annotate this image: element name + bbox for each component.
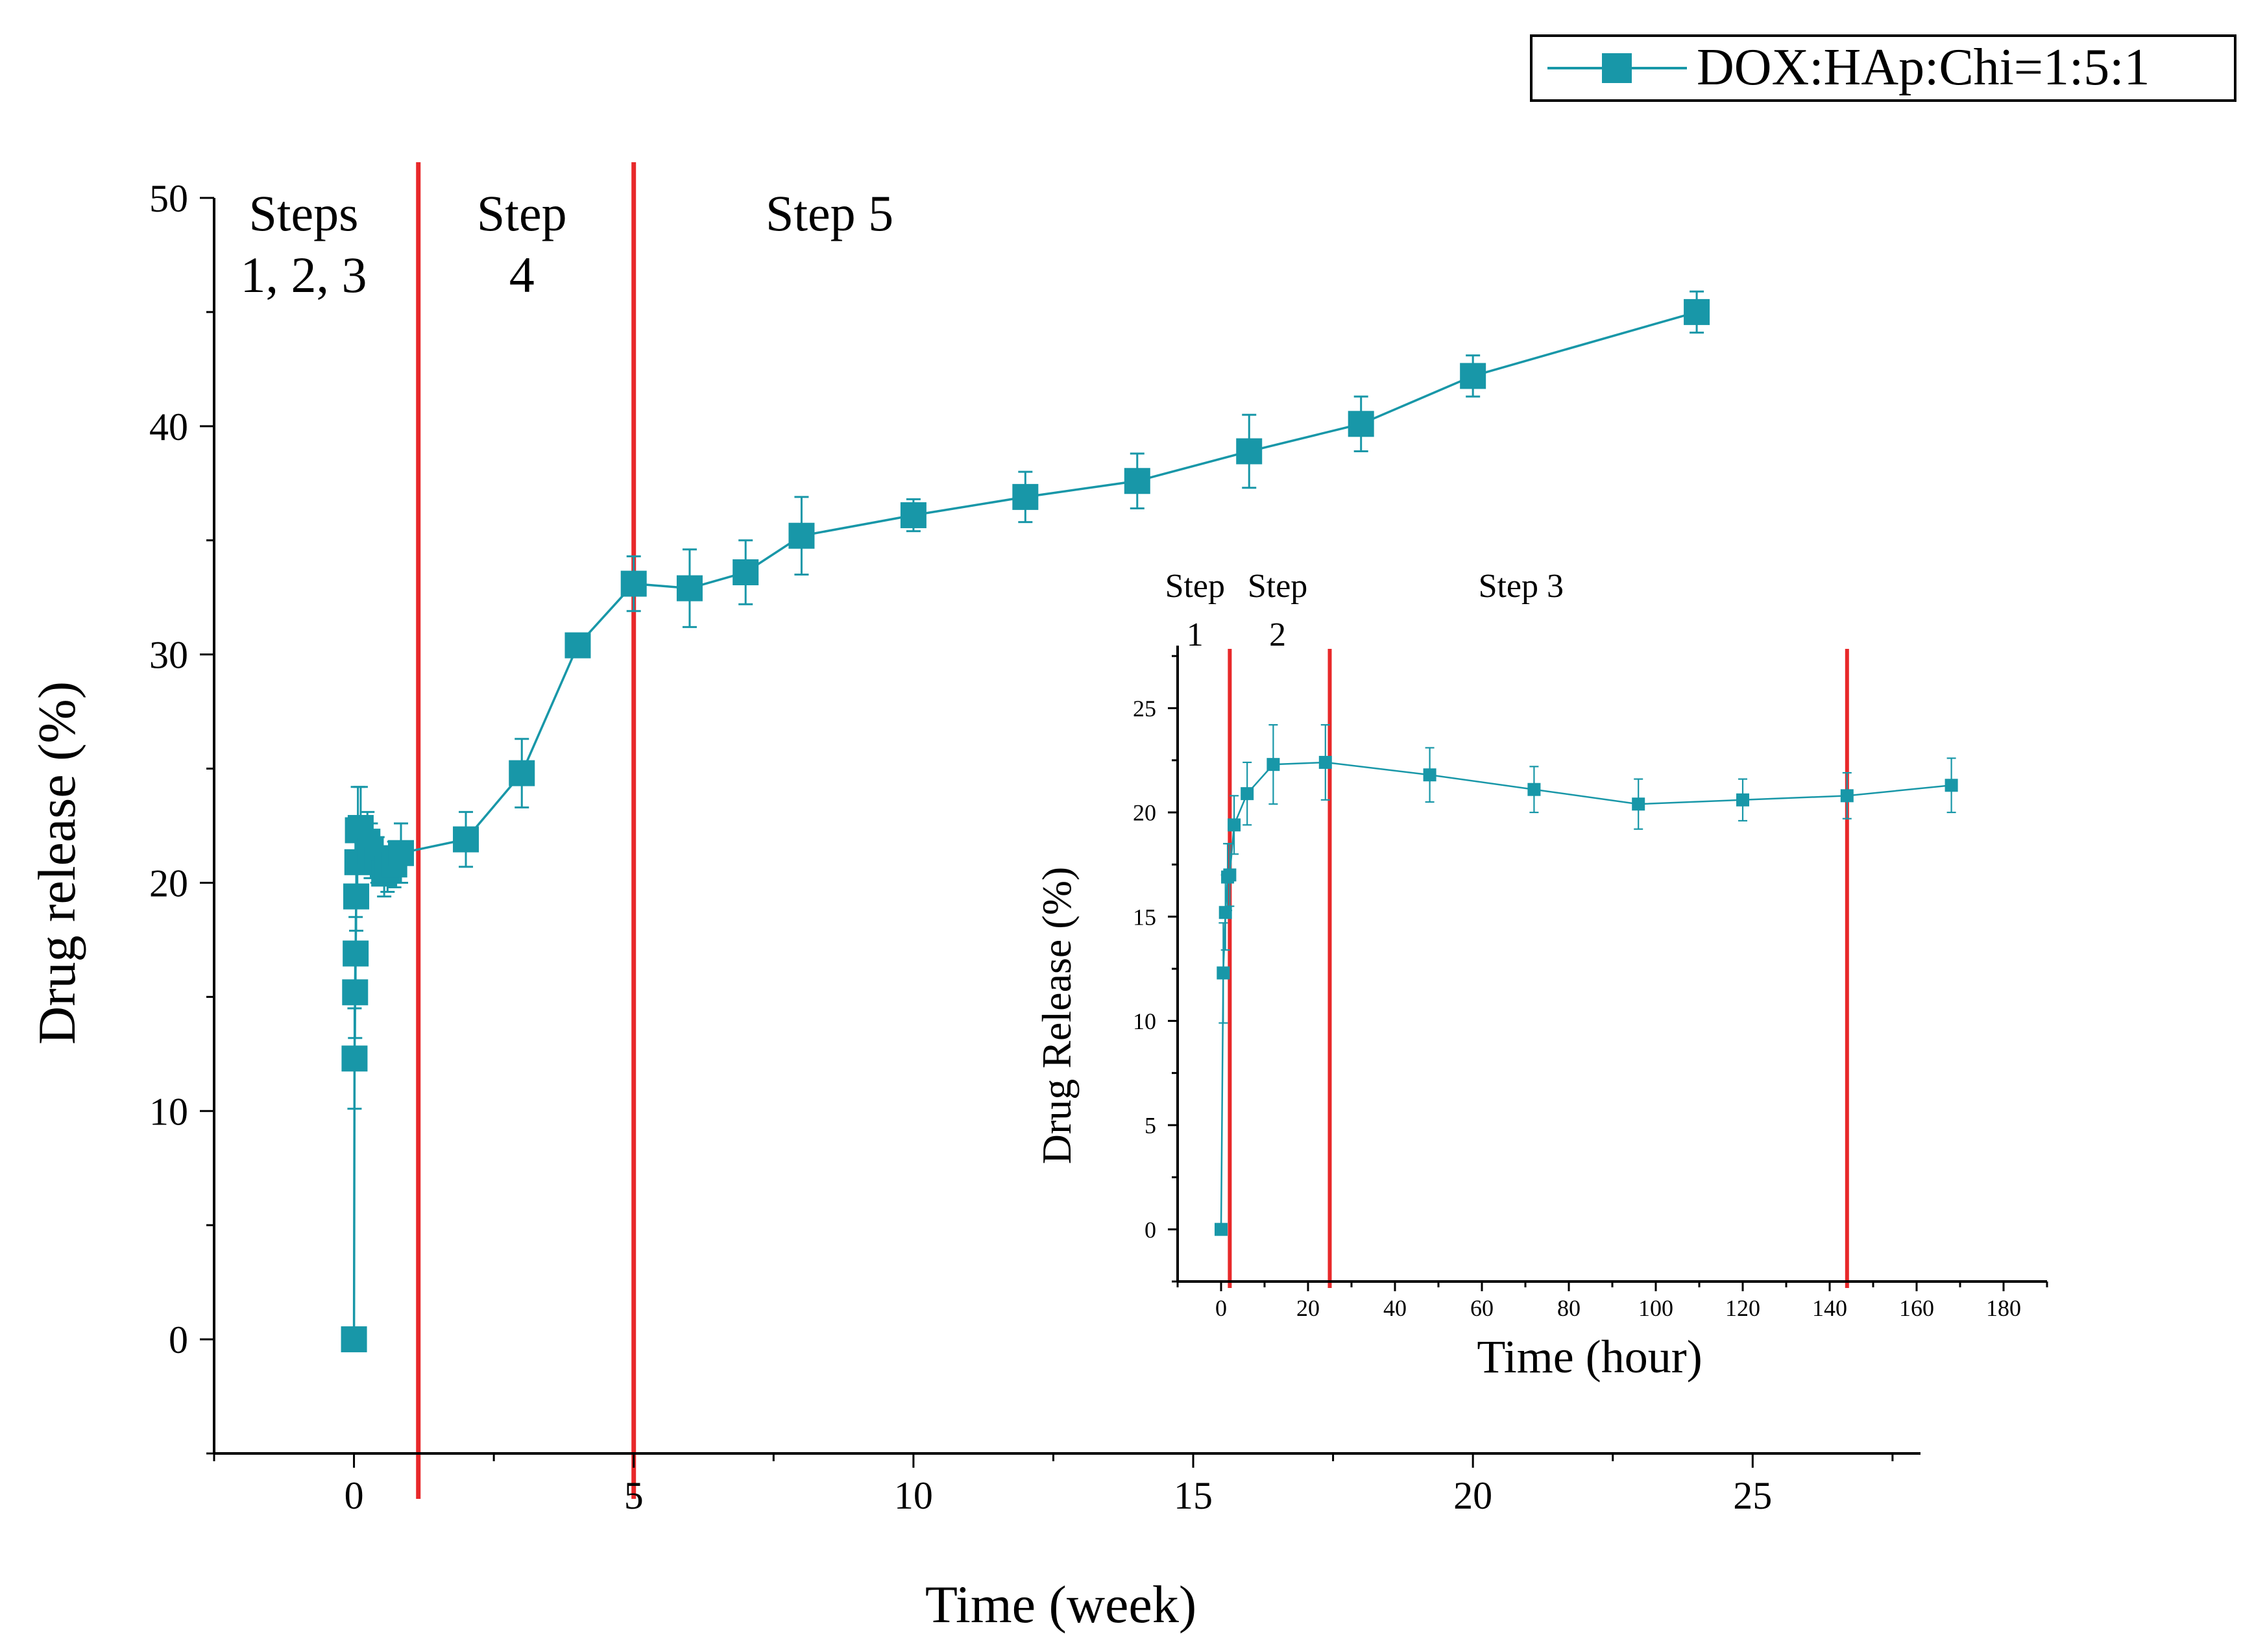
y-tick-label: 20 — [149, 862, 188, 905]
step-label: Step 3 — [1479, 568, 1564, 605]
data-point — [1840, 789, 1854, 803]
step-label: Steps — [248, 185, 358, 241]
step-label: Step 5 — [766, 185, 893, 241]
data-point — [453, 826, 479, 853]
main-series — [341, 290, 1710, 1353]
x-tick-label: 60 — [1470, 1295, 1494, 1321]
data-point — [1423, 768, 1436, 782]
legend: DOX:HAp:Chi=1:5:1 — [1530, 34, 2236, 102]
step-label: Step — [1165, 568, 1225, 605]
step-label: Step — [477, 185, 567, 241]
data-point — [1215, 1222, 1228, 1236]
inset-step-labels: Step 1 Step 2 Step 3 — [1165, 568, 1564, 653]
x-tick-label: 40 — [1383, 1295, 1407, 1321]
data-point — [1460, 363, 1486, 389]
main-x-axis-label: Time (week) — [925, 1575, 1196, 1634]
data-point — [509, 760, 535, 786]
step-label: 1 — [1187, 616, 1204, 653]
x-tick-label: 20 — [1296, 1295, 1320, 1321]
main-y-axis-label: Drug release (%) — [27, 681, 86, 1045]
y-tick-label: 20 — [1133, 800, 1156, 826]
legend-marker-icon — [1602, 53, 1632, 83]
data-point — [341, 1326, 367, 1353]
data-point — [1527, 783, 1541, 796]
x-tick-label: 5 — [624, 1474, 644, 1517]
x-tick-label: 10 — [894, 1474, 933, 1517]
main-step-dividers — [416, 162, 636, 1499]
data-point — [676, 575, 703, 601]
data-point — [1945, 779, 1958, 792]
data-point — [1218, 906, 1232, 919]
data-point — [1348, 411, 1374, 437]
data-point — [788, 522, 815, 549]
inset-y-axis-label: Drug Release (%) — [1034, 867, 1080, 1164]
y-tick-label: 30 — [149, 634, 188, 677]
x-tick-label: 20 — [1453, 1474, 1492, 1517]
data-point — [1266, 758, 1280, 771]
step-label: 1, 2, 3 — [240, 247, 367, 303]
inset-axes: 0 20 40 60 80 100 120 140 160 180 0 5 10 15 20 25 — [1133, 646, 2048, 1321]
data-point — [1217, 966, 1230, 980]
data-point — [1228, 818, 1241, 832]
y-tick-label: 5 — [1145, 1113, 1156, 1139]
data-point — [1236, 438, 1263, 465]
data-point — [1736, 793, 1749, 807]
data-point — [900, 502, 927, 529]
inset-plot: 0 20 40 60 80 100 120 140 160 180 0 5 10 15 20 25 Step 1… — [1034, 568, 2048, 1383]
data-point — [1318, 755, 1332, 769]
y-tick-label: 40 — [149, 406, 188, 448]
x-tick-label: 100 — [1638, 1295, 1673, 1321]
data-point — [1223, 868, 1237, 882]
legend-label: DOX:HAp:Chi=1:5:1 — [1697, 39, 2150, 96]
step-label: Step — [1248, 568, 1307, 605]
inset-x-axis-label: Time (hour) — [1477, 1331, 1702, 1383]
x-tick-label: 80 — [1557, 1295, 1581, 1321]
y-tick-label: 0 — [1145, 1217, 1156, 1243]
y-tick-label: 25 — [1133, 696, 1156, 722]
y-tick-label: 15 — [1133, 904, 1156, 930]
y-tick-label: 50 — [149, 177, 188, 220]
step-label: 2 — [1269, 616, 1286, 653]
inset-step-dividers — [1228, 649, 1849, 1288]
x-tick-label: 160 — [1899, 1295, 1934, 1321]
x-tick-label: 180 — [1986, 1295, 2021, 1321]
data-point — [1124, 468, 1150, 494]
data-point — [341, 1045, 368, 1072]
x-tick-label: 25 — [1733, 1474, 1772, 1517]
data-point — [1632, 797, 1645, 811]
x-tick-label: 0 — [1215, 1295, 1227, 1321]
y-tick-label: 10 — [149, 1090, 188, 1133]
x-tick-label: 0 — [345, 1474, 364, 1517]
data-point — [343, 883, 370, 910]
data-point — [342, 979, 369, 1006]
x-tick-label: 120 — [1725, 1295, 1760, 1321]
data-point — [564, 632, 591, 659]
data-point — [1684, 298, 1710, 325]
data-point — [343, 940, 369, 967]
main-step-labels: Steps 1, 2, 3 Step 4 Step 5 — [240, 185, 893, 303]
x-tick-label: 140 — [1812, 1295, 1847, 1321]
data-point — [620, 570, 647, 597]
y-tick-label: 0 — [169, 1318, 188, 1361]
inset-series — [1215, 723, 1958, 1236]
data-point — [1012, 483, 1039, 510]
x-tick-label: 15 — [1174, 1474, 1213, 1517]
data-point — [388, 840, 415, 866]
y-tick-label: 10 — [1133, 1008, 1156, 1034]
data-point — [733, 559, 759, 585]
step-label: 4 — [509, 247, 535, 303]
data-point — [1241, 787, 1254, 801]
